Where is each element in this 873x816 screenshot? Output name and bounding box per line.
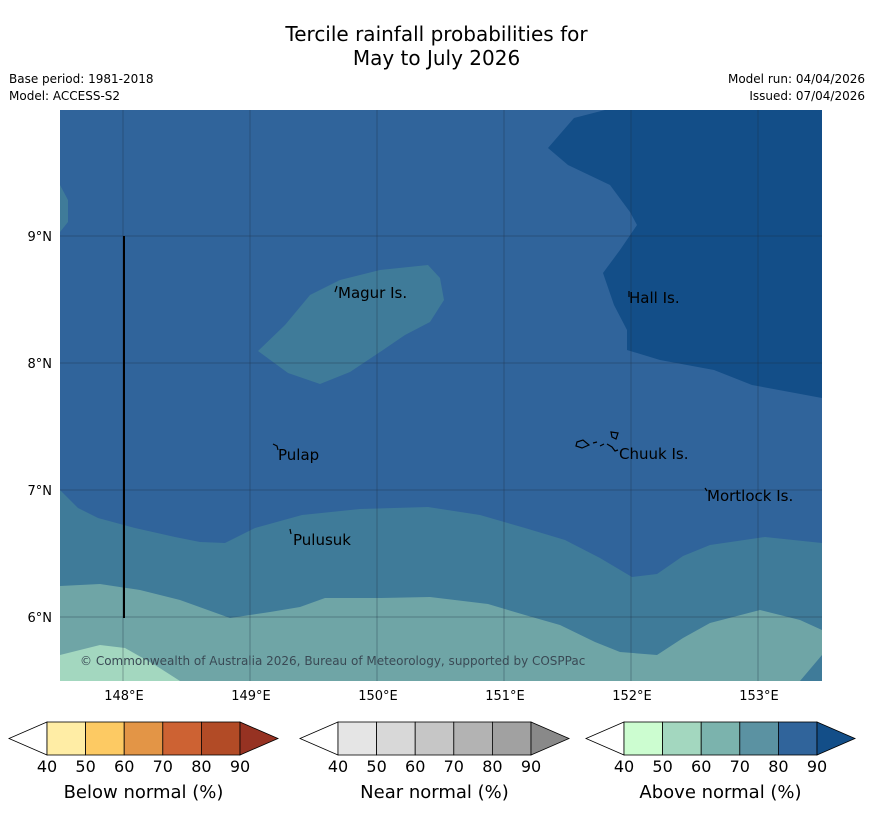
mortlock-island-shape: [704, 487, 708, 492]
colorbar-tick-label: 70: [730, 757, 750, 776]
colorbar-tick-label: 80: [768, 757, 788, 776]
issued-date: Issued: 07/04/2026: [749, 89, 865, 103]
band-above-60: [60, 584, 822, 681]
island-outlines: [272, 285, 708, 535]
x-tick-label: 149°E: [231, 689, 271, 704]
colorbar-segment: [623, 721, 663, 756]
chuuk-reef-north: [610, 431, 619, 440]
place-label: Hall Is.: [629, 289, 680, 307]
chart-title: Tercile rainfall probabilities for May t…: [0, 22, 873, 70]
y-tick-label: 9°N: [28, 230, 53, 245]
colorbar-segment: [337, 721, 377, 756]
colorbar-tick-label: 40: [614, 757, 634, 776]
colorbar-legend: 40 50 60 70 80 90 Below normal (%): [7, 721, 280, 803]
band-above-90: [548, 110, 822, 398]
graticule: [60, 110, 822, 681]
map-area: Magur Is. Hall Is. Pulap Chuuk Is. Mortl…: [60, 110, 822, 681]
colorbar-low-extension: [584, 721, 625, 756]
x-tick-label: 150°E: [358, 689, 398, 704]
colorbar-tick-label: 90: [521, 757, 541, 776]
colorbar-segment: [376, 721, 416, 756]
colorbar-tick-label: 60: [405, 757, 425, 776]
y-axis-labels: 9°N 8°N 7°N 6°N: [28, 230, 53, 626]
colorbar-segment: [200, 721, 241, 756]
colorbar-legend: 40 50 60 70 80 90 Above normal (%): [584, 721, 857, 803]
band-above-50: [60, 645, 180, 681]
colorbar-tick-label: 80: [191, 757, 211, 776]
colorbar-tick-label: 70: [153, 757, 173, 776]
colorbar-tick-label: 50: [75, 757, 95, 776]
colorbar-tick-label: 40: [328, 757, 348, 776]
colorbar-segment: [491, 721, 532, 756]
x-axis-labels: 148°E 149°E 150°E 151°E 152°E 153°E: [104, 689, 779, 704]
x-tick-label: 152°E: [612, 689, 652, 704]
band-above-70-west: [60, 185, 68, 232]
colorbar-high-extension: [239, 721, 280, 756]
y-tick-label: 7°N: [28, 484, 53, 499]
copyright-notice: © Commonwealth of Australia 2026, Bureau…: [80, 654, 585, 668]
colorbar-segment: [162, 721, 202, 756]
y-tick-label: 8°N: [28, 357, 53, 372]
place-label: Mortlock Is.: [707, 487, 793, 505]
colorbar-title: Below normal (%): [64, 782, 224, 803]
colorbar-segment: [778, 721, 818, 756]
chuuk-island-b: [599, 443, 605, 447]
colorbar-tick-label: 70: [444, 757, 464, 776]
colorbar-title: Near normal (%): [360, 782, 509, 803]
colorbar-segment: [46, 721, 86, 756]
magur-island-shape: [334, 285, 338, 293]
colorbar-segment: [700, 721, 741, 756]
pulusuk-island-shape: [289, 528, 292, 535]
colorbar-tick-label: 60: [691, 757, 711, 776]
meta-left: Base period: 1981-2018 Model: ACCESS-S2: [9, 71, 154, 105]
colorbar-segment: [453, 721, 493, 756]
chart-title-line2: May to July 2026: [352, 46, 521, 70]
colorbar-title: Above normal (%): [639, 782, 801, 803]
x-tick-label: 148°E: [104, 689, 144, 704]
chuuk-reef-west: [575, 439, 591, 449]
colorbar-tick-label: 60: [114, 757, 134, 776]
model-name: Model: ACCESS-S2: [9, 89, 121, 103]
colorbar-segment: [85, 721, 125, 756]
colorbar-low-extension: [298, 721, 339, 756]
colorbar-tick-label: 40: [37, 757, 57, 776]
colorbar-tick-label: 90: [807, 757, 827, 776]
colorbar-segment: [662, 721, 702, 756]
colorbar-segment: [123, 721, 164, 756]
chuuk-reef-east: [606, 443, 619, 452]
place-label: Pulusuk: [293, 531, 351, 549]
band-above-70-magur: [258, 265, 444, 384]
chart-title-line1: Tercile rainfall probabilities for: [285, 22, 588, 46]
x-tick-label: 151°E: [485, 689, 525, 704]
base-period: Base period: 1981-2018: [9, 72, 154, 86]
colorbar-legend: 40 50 60 70 80 90 Near normal (%): [298, 721, 571, 803]
place-label: Magur Is.: [338, 284, 407, 302]
y-tick-label: 6°N: [28, 611, 53, 626]
colorbar-tick-label: 50: [366, 757, 386, 776]
colorbar-tick-label: 80: [482, 757, 502, 776]
place-label: Pulap: [278, 446, 319, 464]
colorbar-segment: [739, 721, 779, 756]
meta-right: Model run: 04/04/2026 Issued: 07/04/2026: [728, 71, 865, 105]
model-run: Model run: 04/04/2026: [727, 72, 865, 86]
chuuk-island-a: [592, 441, 598, 444]
colorbar-high-extension: [530, 721, 571, 756]
x-tick-label: 153°E: [739, 689, 779, 704]
pulap-island-shape: [272, 443, 279, 451]
colorbar-tick-label: 90: [230, 757, 250, 776]
band-above-70-southeast: [800, 655, 822, 681]
colorbar-tick-label: 50: [652, 757, 672, 776]
legends: 40 50 60 70 80 90 Below normal (%) 40 50 60 70 80 90…: [7, 721, 857, 803]
colorbar-low-extension: [7, 721, 48, 756]
colorbar-high-extension: [816, 721, 857, 756]
colorbar-segment: [414, 721, 455, 756]
place-label: Chuuk Is.: [619, 445, 688, 463]
